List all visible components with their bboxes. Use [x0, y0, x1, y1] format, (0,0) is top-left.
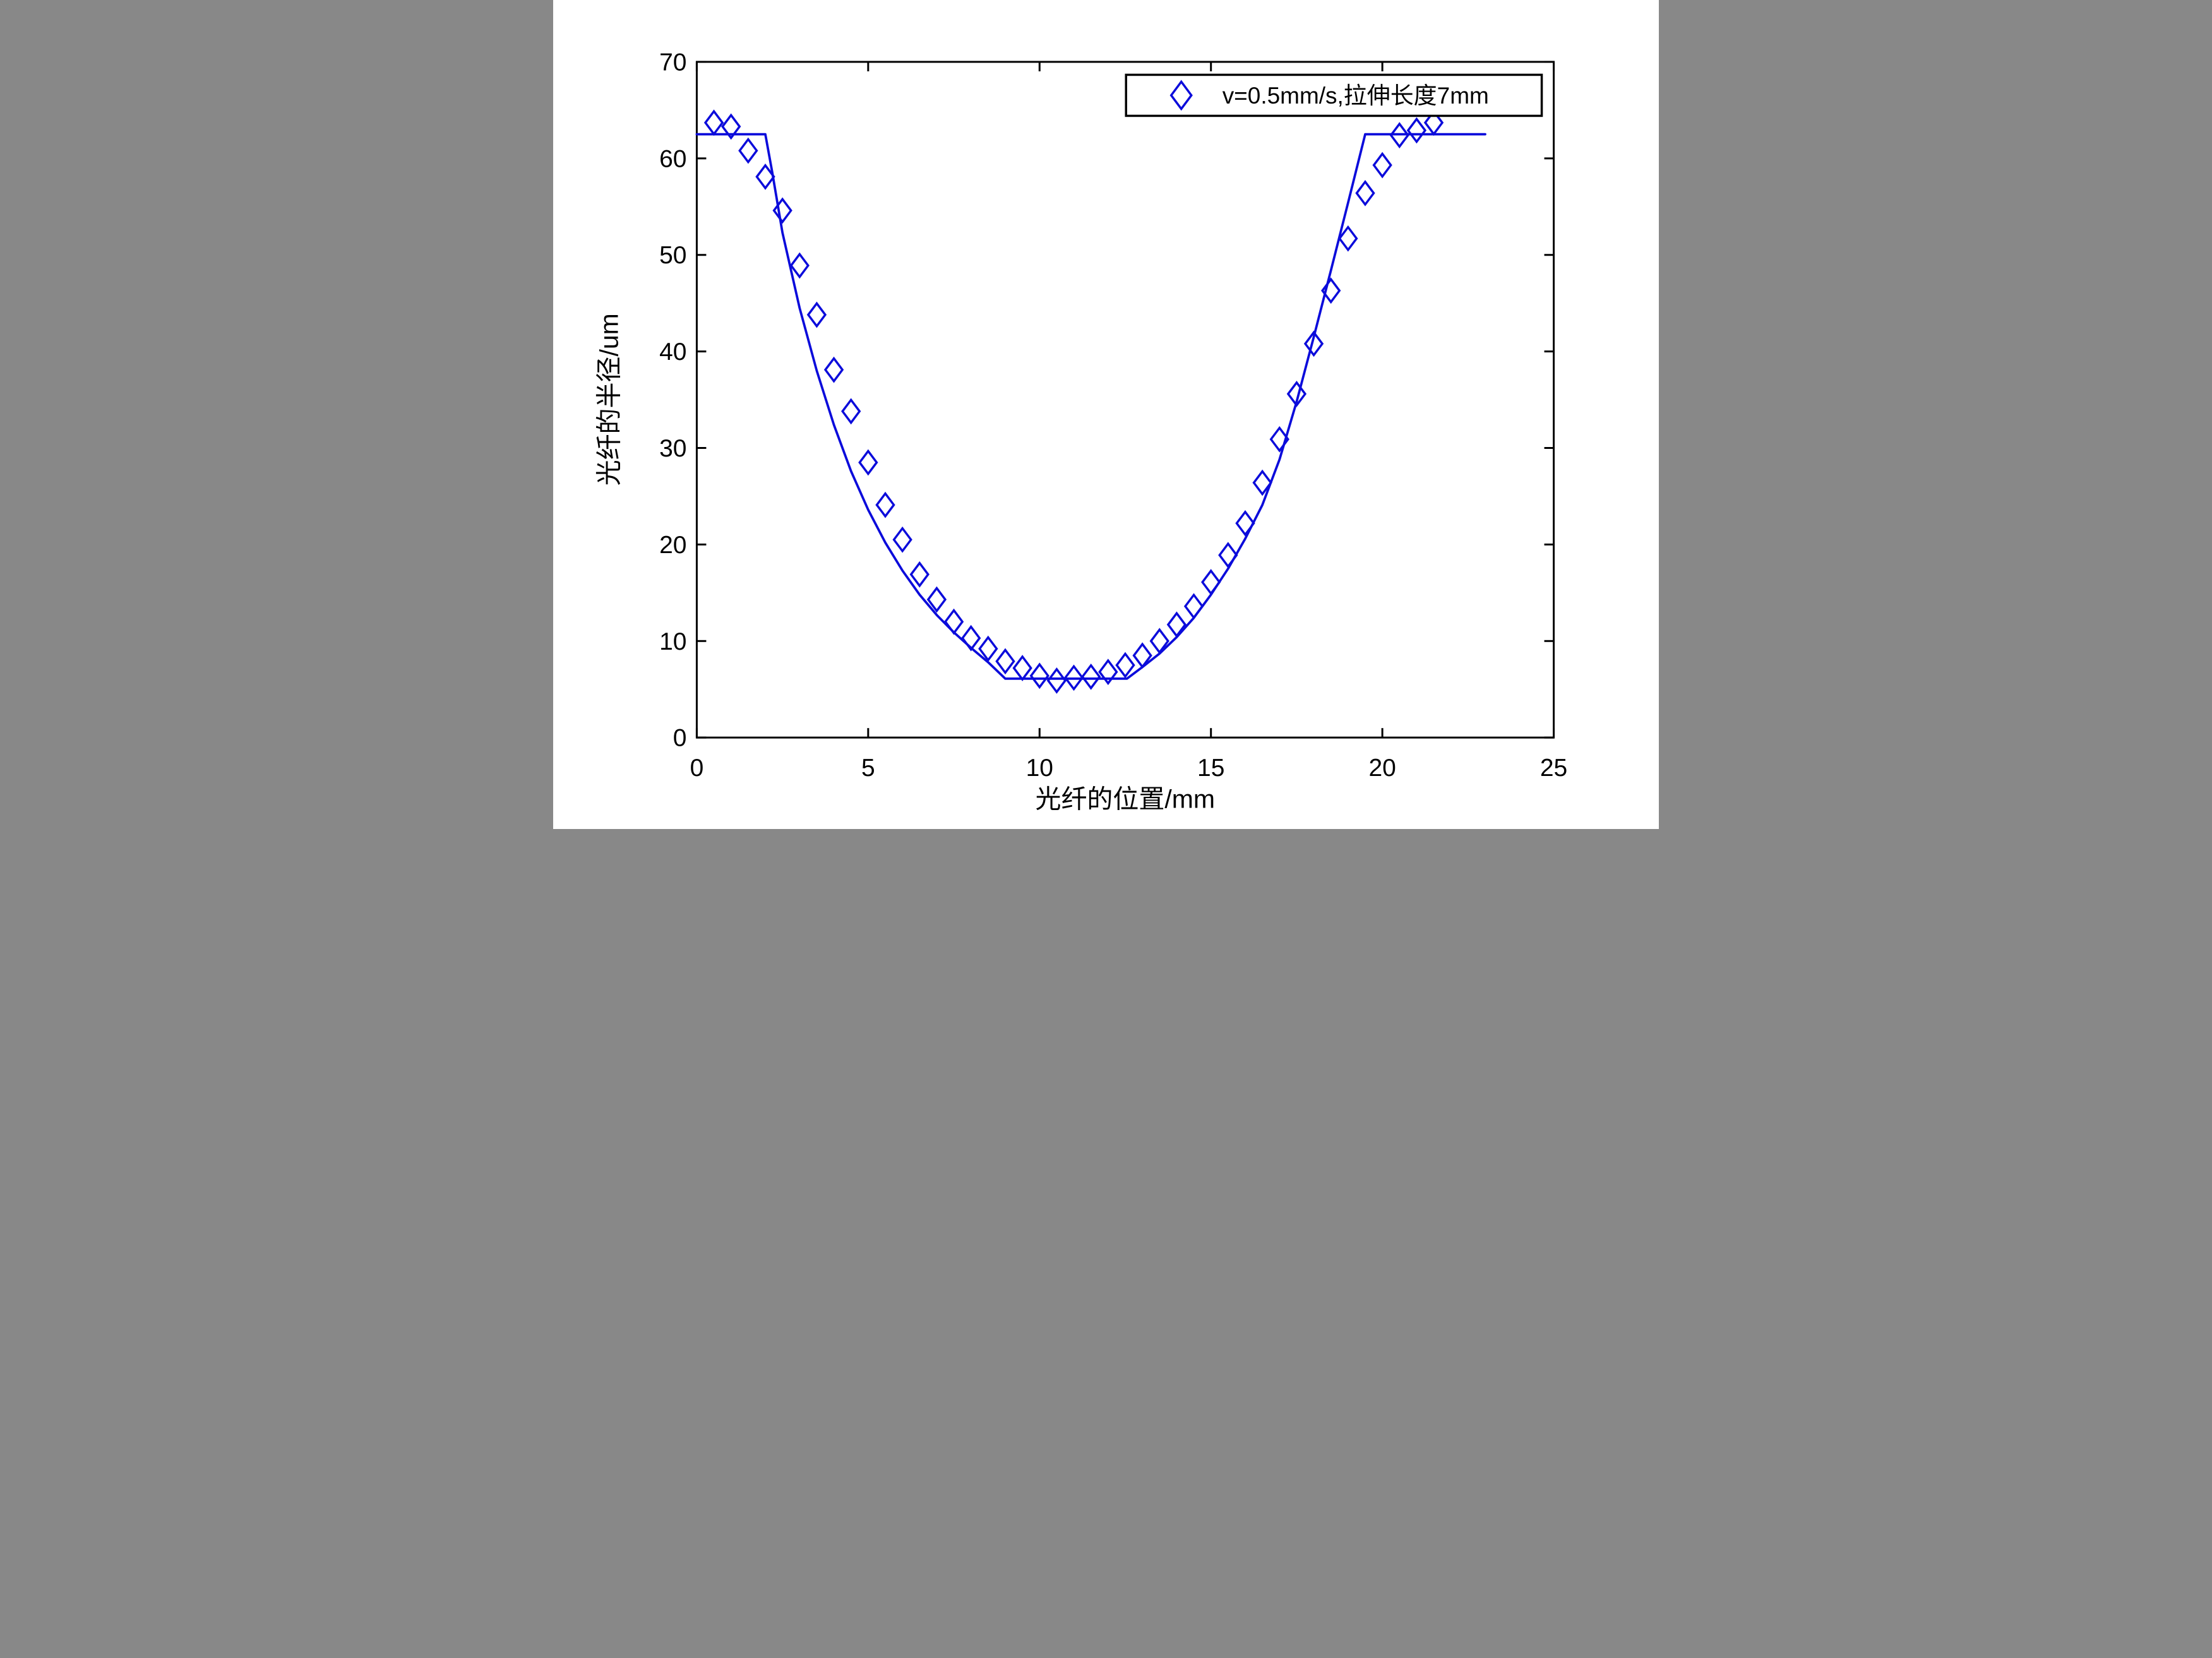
y-tick-label: 70	[659, 49, 686, 76]
matlab-figure: 0 5 10 15 20 25 0 10 20 30 40 50 60 70 光纤的位置/mm 光纤的半径…	[553, 0, 1659, 829]
data-point-diamond	[978, 635, 998, 662]
data-point-diamond	[1063, 664, 1084, 691]
data-point-diamond	[1252, 469, 1272, 496]
figure-window: 0 5 10 15 20 25 0 10 20 30 40 50 60 70 光纤的位置/mm 光纤的半径…	[553, 0, 1659, 829]
data-point-diamond	[875, 491, 895, 518]
data-point-diamond	[1098, 659, 1118, 686]
x-tick-label: 20	[1368, 754, 1396, 782]
data-point-diamond	[1029, 662, 1049, 689]
data-point-diamond	[1406, 117, 1427, 144]
data-point-diamond	[1012, 655, 1032, 681]
y-tick-label: 0	[673, 725, 687, 752]
y-tick-label: 10	[659, 628, 686, 655]
data-point-diamond	[738, 137, 758, 164]
data-point-diamond	[1338, 225, 1358, 252]
data-point-diamond	[1372, 152, 1392, 179]
data-point-diamond	[1166, 611, 1187, 638]
y-axis-title: 光纤的半径/um	[594, 313, 623, 486]
y-tick-label: 40	[659, 338, 686, 366]
data-point-diamond	[1235, 510, 1255, 537]
data-point-diamond	[1303, 330, 1324, 357]
data-point-diamond	[858, 449, 878, 476]
data-point-diamond	[703, 109, 724, 136]
diamond-marker-icon	[1169, 80, 1193, 111]
y-tick-label: 30	[659, 435, 686, 462]
data-point-diamond	[926, 586, 947, 613]
plot-frame	[695, 61, 1555, 739]
data-point-diamond	[892, 526, 912, 553]
data-point-diamond	[841, 398, 861, 425]
data-point-diamond	[806, 301, 827, 328]
x-tick-label: 5	[861, 754, 875, 782]
data-point-diamond	[1355, 179, 1375, 206]
x-tick-label: 10	[1026, 754, 1053, 782]
data-point-diamond	[1321, 277, 1341, 304]
data-point-diamond	[1201, 569, 1221, 595]
data-point-diamond	[1389, 122, 1409, 149]
data-point-diamond	[789, 252, 810, 279]
legend-box	[1125, 73, 1543, 117]
x-axis-title: 光纤的位置/mm	[1035, 785, 1214, 814]
y-tick-label: 20	[659, 532, 686, 559]
chart-canvas: 0 5 10 15 20 25 0 10 20 30 40 50 60 70 光纤的位置/mm 光纤的半径…	[594, 49, 1567, 814]
data-point-diamond	[1269, 426, 1289, 453]
data-point-diamond	[1046, 667, 1067, 694]
data-point-diamond	[1081, 663, 1101, 690]
data-point-diamond	[1115, 652, 1135, 679]
data-point-diamond	[943, 608, 964, 635]
data-point-diamond	[772, 197, 792, 224]
data-point-diamond	[823, 356, 844, 383]
axis-tick-labels: 0 5 10 15 20 25 0 10 20 30 40 50 60 70	[659, 49, 1567, 782]
x-tick-label: 0	[690, 754, 704, 782]
x-tick-label: 25	[1540, 754, 1567, 782]
data-point-diamond	[755, 163, 775, 190]
data-point-diamond	[1183, 593, 1204, 620]
data-point-diamond	[1149, 628, 1169, 655]
data-point-diamond	[961, 624, 981, 652]
fit-line-series	[695, 133, 1486, 680]
x-tick-label: 15	[1197, 754, 1224, 782]
axis-ticks	[695, 61, 1555, 739]
scatter-series	[703, 109, 1444, 694]
legend-label: v=0.5mm/s,拉伸长度7mm	[1223, 83, 1489, 109]
data-line	[695, 133, 1486, 680]
y-tick-label: 60	[659, 145, 686, 172]
data-point-diamond	[1423, 109, 1444, 136]
legend: v=0.5mm/s,拉伸长度7mm	[1125, 73, 1543, 117]
data-point-diamond	[995, 648, 1015, 675]
y-tick-label: 50	[659, 242, 686, 269]
data-point-diamond	[1286, 380, 1307, 407]
data-point-diamond	[909, 561, 930, 588]
data-point-diamond	[1132, 642, 1152, 669]
data-point-diamond	[1218, 542, 1238, 569]
data-point-diamond	[721, 113, 741, 140]
